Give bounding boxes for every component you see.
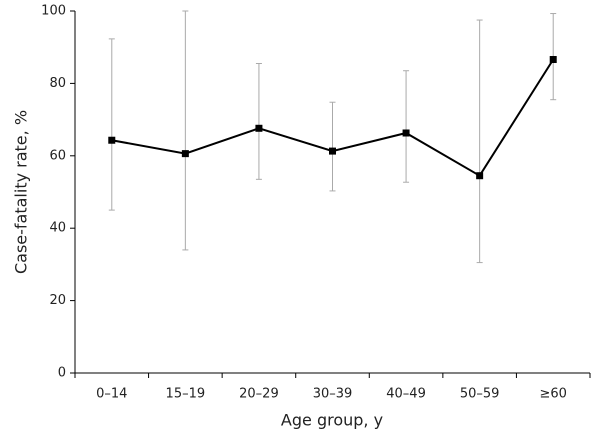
y-tick-label: 40 bbox=[49, 221, 66, 236]
x-tick-label: 40–49 bbox=[386, 387, 426, 402]
point bbox=[329, 147, 336, 155]
x-tick-label: 50–59 bbox=[460, 387, 500, 402]
point bbox=[108, 136, 116, 144]
y-tick-label: 60 bbox=[49, 148, 66, 163]
x-tick-label: 30–39 bbox=[313, 387, 353, 402]
x-axis-title: Age group, y bbox=[281, 411, 383, 430]
y-tick-label: 100 bbox=[41, 4, 66, 19]
x-tick-label: 20–29 bbox=[239, 387, 279, 402]
x-tick-label: 15–19 bbox=[166, 387, 206, 402]
y-tick-label: 20 bbox=[49, 293, 66, 308]
y-tick-label: 0 bbox=[58, 366, 66, 381]
x-tick-label: 0–14 bbox=[96, 387, 127, 402]
x-tick-label: ≥60 bbox=[539, 387, 566, 402]
point bbox=[402, 129, 410, 137]
y-tick-label: 80 bbox=[49, 76, 66, 91]
point bbox=[549, 56, 557, 64]
point bbox=[255, 124, 263, 132]
point bbox=[181, 150, 189, 158]
point bbox=[476, 172, 484, 180]
y-axis-title: Case-fatality rate, % bbox=[12, 110, 31, 274]
